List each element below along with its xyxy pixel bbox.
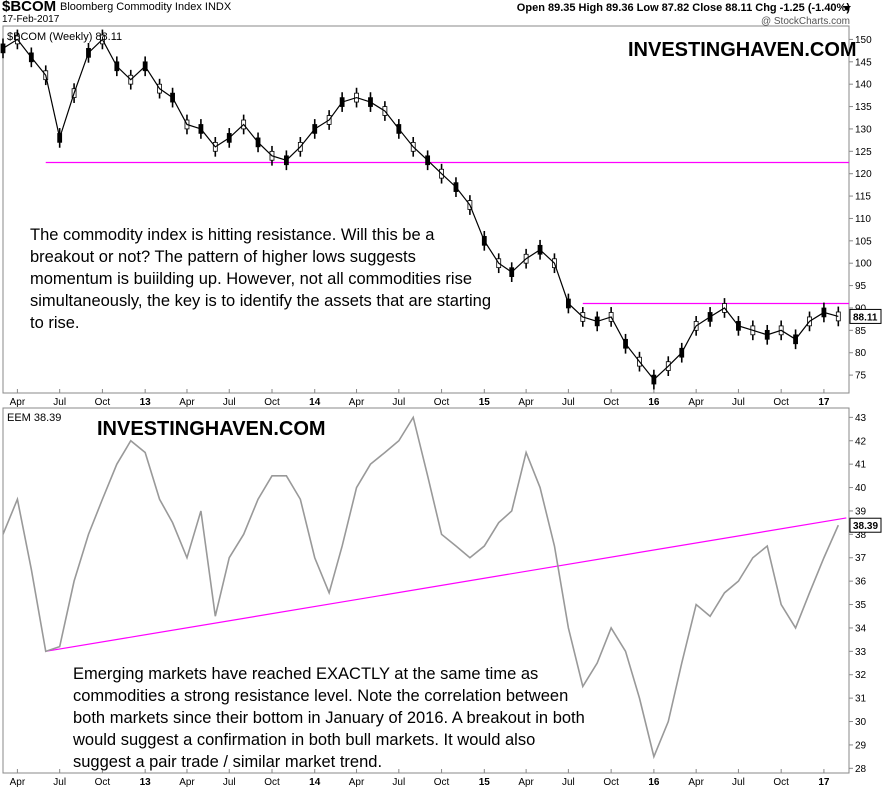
top-annotation: The commodity index is hitting resistanc… <box>30 226 492 332</box>
top-last-value-label: 88.11 <box>853 312 878 323</box>
top-last-value-box <box>849 308 882 324</box>
top-x-tick-label: 17 <box>818 397 830 408</box>
top-x-tick-label: 13 <box>140 397 152 408</box>
bottom-x-tick-label: 17 <box>818 777 830 788</box>
top-x-tick-label: Jul <box>223 397 236 408</box>
top-chart-layer: 7580859095100105110115120125130135140145… <box>0 29 882 408</box>
top-x-tick-label: Oct <box>95 397 111 408</box>
bottom-y-tick-label: 43 <box>855 413 867 424</box>
bottom-x-tick-label: Jul <box>392 777 405 788</box>
top-y-tick-label: 80 <box>855 348 867 359</box>
bottom-y-tick-label: 35 <box>855 600 867 611</box>
top-x-tick-label: Jul <box>53 397 66 408</box>
top-y-tick-label: 150 <box>855 35 872 46</box>
top-x-tick-label: Oct <box>264 397 280 408</box>
bottom-y-tick-label: 39 <box>855 506 867 517</box>
top-y-tick-label: 95 <box>855 281 867 292</box>
top-x-tick-label: Apr <box>349 397 365 408</box>
top-y-tick-label: 100 <box>855 259 872 270</box>
bottom-x-tick-label: 15 <box>479 777 491 788</box>
bottom-x-tick-label: Apr <box>349 777 365 788</box>
top-x-tick-label: Oct <box>773 397 789 408</box>
bottom-x-tick-label: Jul <box>562 777 575 788</box>
top-x-tick-label: Jul <box>392 397 405 408</box>
top-y-tick-label: 110 <box>855 214 871 225</box>
bottom-eem-line <box>2 415 840 760</box>
top-legend: $BCOM (Weekly) 88.11 <box>7 31 122 43</box>
bottom-y-tick-label: 38 <box>855 530 867 541</box>
bottom-chart-layer: 28 29 30 31 32 33 34 35 36 37 38 39 40 41 42 43 Apr Jul Oc… <box>2 413 882 788</box>
bottom-x-tick-label: 13 <box>140 777 152 788</box>
bottom-watermark: INVESTINGHAVEN.COM <box>97 418 326 440</box>
top-y-tick-label: 75 <box>855 371 867 382</box>
bottom-x-tick-label: Apr <box>688 777 704 788</box>
header-date: 17-Feb-2017 <box>2 14 60 25</box>
top-x-tick-label: Apr <box>688 397 704 408</box>
bottom-x-tick-label: Apr <box>179 777 195 788</box>
bottom-y-tick-label: 28 <box>855 764 867 775</box>
bottom-x-tick-label: Oct <box>434 777 450 788</box>
bottom-y-tick-label: 41 <box>855 460 867 471</box>
bottom-y-tick-label: 42 <box>855 436 867 447</box>
top-x-tick-label: Apr <box>10 397 26 408</box>
top-y-tick-label: 135 <box>855 102 872 113</box>
header-quote: Open 89.35 High 89.36 Low 87.82 Close 88… <box>516 2 850 14</box>
bottom-y-tick-label: 29 <box>855 740 867 751</box>
top-x-tick-label: Jul <box>562 397 575 408</box>
bottom-x-tick-label: Apr <box>10 777 26 788</box>
top-x-tick-label: 14 <box>309 397 321 408</box>
bottom-x-tick-label: Jul <box>732 777 745 788</box>
top-y-tick-label: 120 <box>855 169 872 180</box>
top-price-line <box>2 38 839 381</box>
bottom-x-tick-label: Oct <box>264 777 280 788</box>
top-x-tick-label: Jul <box>732 397 745 408</box>
bottom-annotation: Emerging markets have reached EXACTLY at… <box>73 665 585 771</box>
bottom-y-tick-label: 36 <box>855 577 867 588</box>
top-x-tick-label: Apr <box>179 397 195 408</box>
bottom-trend-line <box>45 517 847 652</box>
top-x-tick-label: Oct <box>603 397 619 408</box>
top-y-tick-label: 125 <box>855 147 872 158</box>
bottom-last-value-box <box>849 517 882 533</box>
header-symbol: $BCOM <box>2 0 57 15</box>
bottom-x-tick-label: 16 <box>648 777 660 788</box>
bottom-x-tick-label: 14 <box>309 777 321 788</box>
bottom-x-tick-label: Oct <box>95 777 111 788</box>
stockcharts-watermark: @ StockCharts.com <box>760 16 850 27</box>
bottom-x-tick-label: Jul <box>223 777 236 788</box>
top-x-tick-label: 15 <box>479 397 491 408</box>
top-x-tick-label: Apr <box>518 397 534 408</box>
top-y-tick-label: 115 <box>855 192 871 203</box>
bottom-y-tick-label: 33 <box>855 647 867 658</box>
bottom-y-tick-label: 37 <box>855 553 867 564</box>
top-y-tick-label: 145 <box>855 57 872 68</box>
top-y-tick-label: 130 <box>855 124 872 135</box>
top-x-tick-label: Oct <box>434 397 450 408</box>
header-name: Bloomberg Commodity Index INDX <box>60 1 232 13</box>
top-plot-frame <box>2 25 850 394</box>
top-y-tick-label: 105 <box>855 236 872 247</box>
bottom-x-tick-label: Jul <box>53 777 66 788</box>
bottom-x-tick-label: Oct <box>603 777 619 788</box>
top-price-candle <box>0 43 6 54</box>
chevron-down-icon[interactable] <box>842 3 852 13</box>
top-y-tick-label: 140 <box>855 80 872 91</box>
bottom-y-tick-label: 32 <box>855 670 867 681</box>
top-x-tick-label: 16 <box>648 397 660 408</box>
bottom-legend: EEM 38.39 <box>7 412 61 424</box>
top-watermark: INVESTINGHAVEN.COM <box>628 39 857 61</box>
bottom-y-tick-label: 30 <box>855 717 867 728</box>
bottom-last-value-label: 38.39 <box>853 521 878 532</box>
bottom-y-tick-label: 40 <box>855 483 867 494</box>
bottom-x-tick-label: Apr <box>518 777 534 788</box>
bottom-y-tick-label: 34 <box>855 623 867 634</box>
bottom-y-tick-label: 31 <box>855 694 867 705</box>
bottom-x-tick-label: Oct <box>773 777 789 788</box>
top-y-tick-label: 85 <box>855 326 867 337</box>
